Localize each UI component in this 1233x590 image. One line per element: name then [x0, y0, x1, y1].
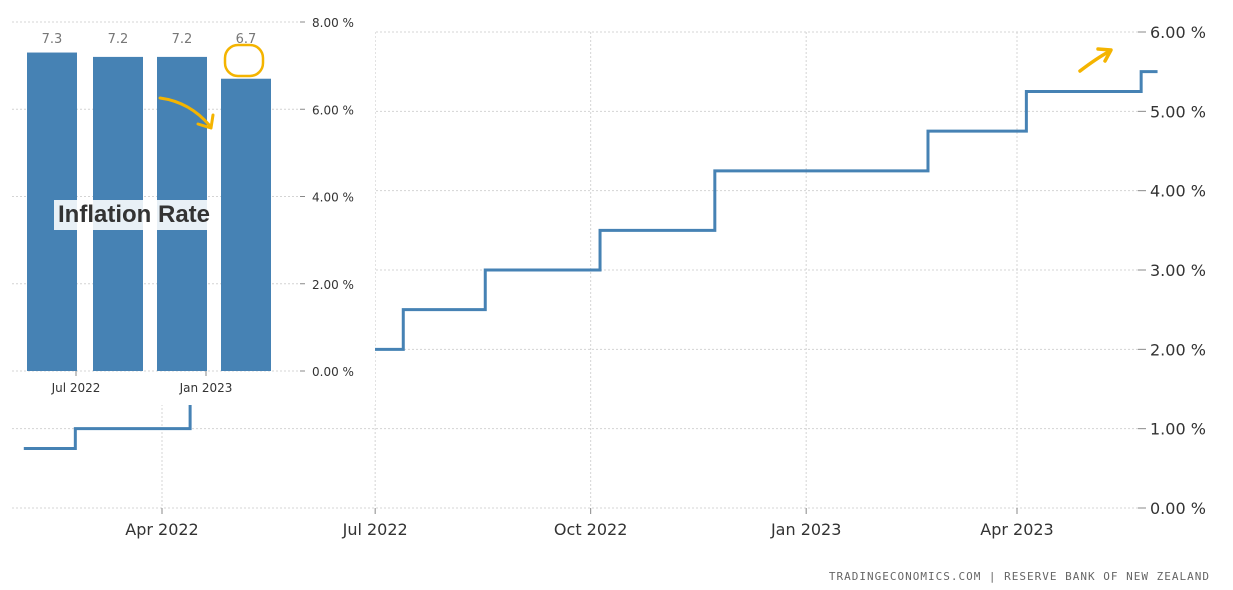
- x-tick-label: Apr 2023: [980, 520, 1053, 539]
- bar-data-label: 7.2: [172, 32, 193, 47]
- policy-rate-line: [23, 70, 1158, 450]
- y-tick-label: 0.00 %: [1150, 499, 1206, 518]
- y-tick-label: 5.00 %: [1150, 102, 1206, 121]
- inset-y-tick-label: 8.00 %: [312, 16, 354, 30]
- bar-data-label: 6.7: [236, 32, 257, 47]
- inset-y-tick-label: 0.00 %: [312, 365, 354, 379]
- inflation-bar: [221, 78, 271, 372]
- inset-x-tick-label: Jul 2022: [51, 381, 101, 395]
- y-tick-label: 6.00 %: [1150, 23, 1206, 42]
- x-tick-label: Jul 2022: [342, 520, 408, 539]
- inset-x-tick-label: Jan 2023: [179, 381, 233, 395]
- x-tick-label: Jan 2023: [770, 520, 841, 539]
- x-tick-label: Oct 2022: [554, 520, 627, 539]
- y-tick-label: 4.00 %: [1150, 182, 1206, 201]
- bar-data-label: 7.2: [108, 32, 129, 47]
- y-tick-label: 3.00 %: [1150, 261, 1206, 280]
- up-arrow-annotation: [1078, 47, 1113, 73]
- inset-title: Inflation Rate: [54, 200, 215, 230]
- y-tick-label: 1.00 %: [1150, 420, 1206, 439]
- down-arrow-annotation: [158, 96, 215, 130]
- inset-y-tick-label: 4.00 %: [312, 191, 354, 205]
- y-tick-label: 2.00 %: [1150, 340, 1206, 359]
- inset-y-tick-label: 6.00 %: [312, 103, 354, 117]
- x-tick-label: Apr 2022: [125, 520, 198, 539]
- highlight-circle: [223, 43, 265, 78]
- source-credit: TRADINGECONOMICS.COM | RESERVE BANK OF N…: [828, 570, 1210, 583]
- inset-y-tick-label: 2.00 %: [312, 278, 354, 292]
- bar-data-label: 7.3: [42, 32, 63, 47]
